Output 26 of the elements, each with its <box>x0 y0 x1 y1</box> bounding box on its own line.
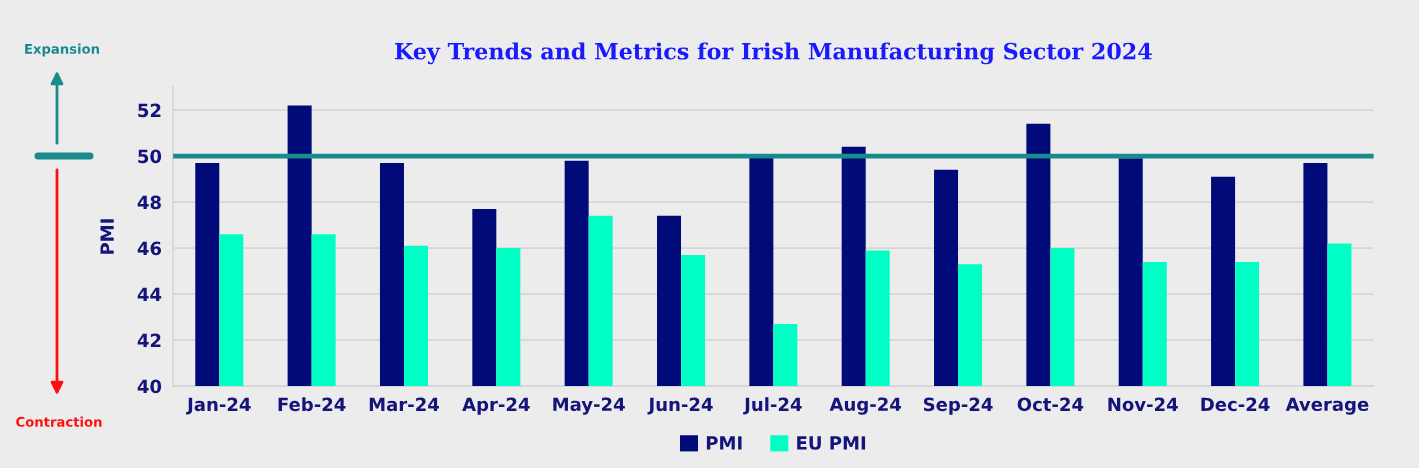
x-tick-label: Sep-24 <box>923 397 993 415</box>
x-tick-label: Aug-24 <box>829 397 902 415</box>
legend-label: EU PMI <box>797 436 866 450</box>
y-tick-label: 50 <box>138 149 162 164</box>
y-tick-label: 42 <box>137 333 161 347</box>
y-axis-title: PMI <box>100 219 114 254</box>
x-tick-label: Apr-24 <box>462 397 530 415</box>
y-tick-label: 46 <box>137 241 162 256</box>
x-tick-label: Feb-24 <box>278 397 346 412</box>
x-tick-label: Nov-24 <box>1108 397 1178 412</box>
y-tick-label: 48 <box>137 195 161 210</box>
x-tick-label: Jul-24 <box>743 397 802 415</box>
x-tick-label: Oct-24 <box>1017 397 1084 412</box>
x-tick-label: Jan-24 <box>186 397 251 415</box>
y-tick-label: 40 <box>137 379 162 394</box>
x-tick-label: May-24 <box>553 397 625 415</box>
y-tick-label: 52 <box>138 103 161 118</box>
legend-label: PMI <box>706 436 742 450</box>
x-tick-label: Jun-24 <box>647 397 713 415</box>
text: Contraction <box>16 416 102 427</box>
x-tick-label: Mar-24 <box>369 397 439 412</box>
text: Expansion <box>25 43 100 57</box>
x-tick-label: Average <box>1285 397 1369 415</box>
y-tick-label: 44 <box>137 287 162 301</box>
x-tick-label: Dec-24 <box>1201 397 1270 412</box>
chart-title: Key Trends and Metrics for Irish Manufacturing Sector 2024 <box>395 42 1152 65</box>
